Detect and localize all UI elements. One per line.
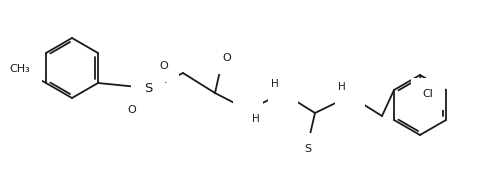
Text: O: O (222, 53, 232, 63)
Text: O: O (128, 105, 136, 115)
Text: N: N (279, 88, 287, 98)
Text: H: H (271, 79, 279, 89)
Text: H: H (338, 82, 346, 92)
Text: S: S (144, 82, 152, 94)
Text: Cl: Cl (422, 89, 434, 99)
Text: N: N (346, 91, 354, 101)
Text: N: N (244, 105, 252, 115)
Text: O: O (160, 61, 168, 71)
Text: CH₃: CH₃ (10, 64, 30, 74)
Text: S: S (304, 144, 312, 154)
Text: H: H (252, 114, 260, 124)
